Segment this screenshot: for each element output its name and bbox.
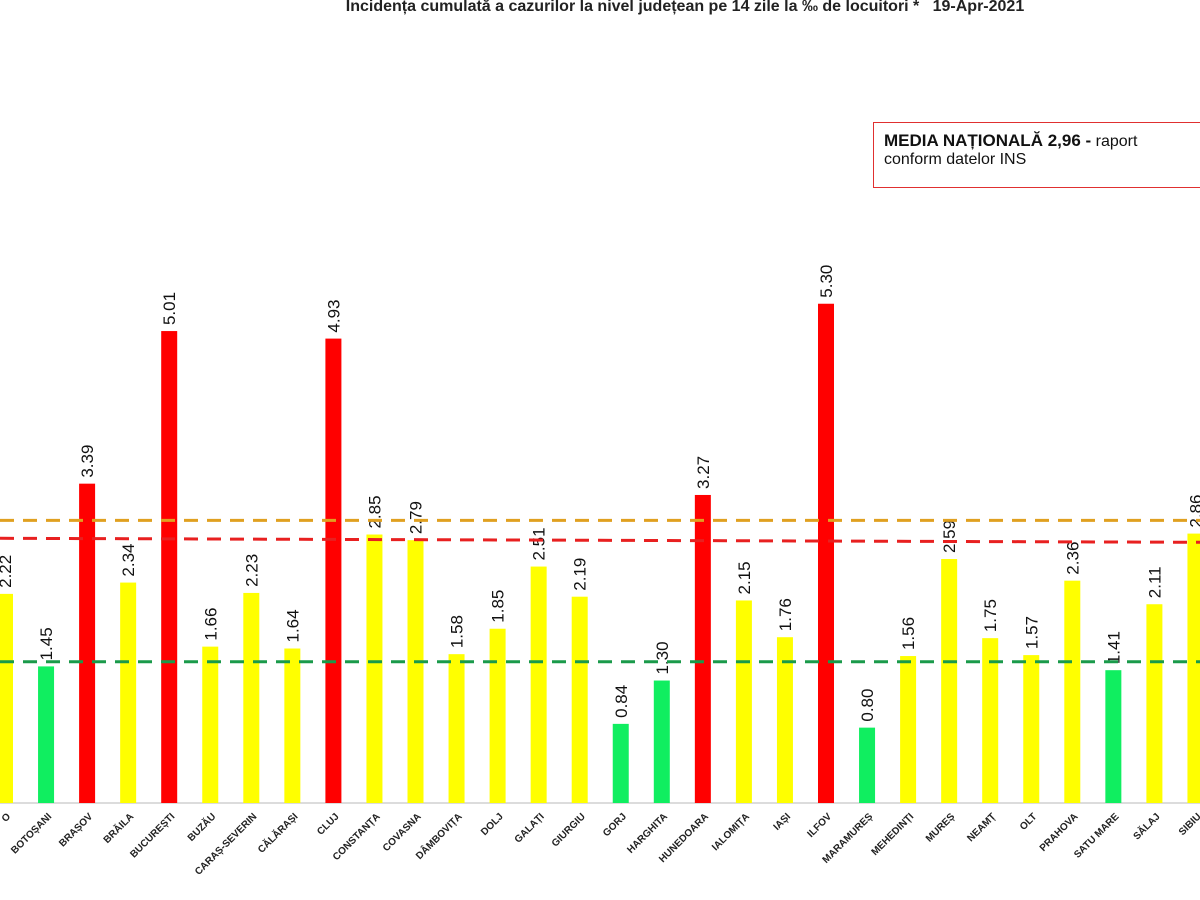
bar-iași [776,637,793,803]
category-label: SĂLAJ [1130,810,1162,842]
bar-ilfov [818,303,834,803]
value-label: 4.93 [324,300,343,333]
value-label: 3.27 [694,456,713,489]
bar-bucurești [161,331,178,803]
value-label: 1.45 [37,627,56,660]
category-label: HARGHITA [625,811,670,856]
bar-neamț [982,638,999,803]
value-label: 1.30 [653,641,672,674]
value-label: 2.15 [735,561,754,594]
category-label: SIBIU [1177,811,1200,838]
value-label: 5.30 [817,265,836,298]
chart-title: Incidența cumulată a cazurilor la nivel … [345,0,1025,15]
category-label: BRĂILA [100,810,136,846]
value-label: 2.51 [530,527,549,560]
value-label: 0.84 [612,685,631,718]
bar-buzău [202,646,219,803]
value-label: 1.41 [1104,631,1123,664]
category-label: MEHEDINȚI [870,811,917,858]
category-label: BRAȘOV [57,811,95,849]
bar-gorj [612,723,629,803]
value-label: 1.56 [899,617,918,650]
value-label: 5.01 [160,292,179,325]
value-label: 2.34 [119,543,138,576]
category-label: NEAMȚ [965,811,998,844]
national-average-note: MEDIA NAȚIONALĂ 2,96 - raport conform da… [873,122,1200,188]
bar-constanța [366,534,383,803]
category-label: BUZĂU [184,810,218,844]
bar-cluj [325,338,342,803]
reference-line-national-line [0,536,1200,544]
value-label: 1.85 [489,590,508,623]
category-label: IAȘI [772,811,794,833]
note-rest-text: raport [1091,133,1138,150]
bar-o [0,593,13,803]
bar-călărași [284,648,301,803]
value-label: 2.85 [365,495,384,528]
category-label: CLUJ [315,811,341,837]
category-label: IALOMIȚA [710,811,752,853]
category-label: DOLJ [479,811,506,838]
bar-harghita [653,680,670,803]
bar-mureș [941,559,958,803]
bar-brașov [79,483,96,803]
bar-sibiu [1187,533,1200,803]
category-label: ILFOV [806,811,835,840]
bar-mehedinți [900,656,917,803]
value-label: 1.64 [283,609,302,642]
category-label: CĂLĂRAȘI [255,810,301,856]
value-label: 1.75 [981,599,1000,632]
category-label: COVASNA [381,811,424,854]
bar-prahova [1064,580,1081,803]
value-label: 1.76 [776,598,795,631]
value-label: 1.58 [448,615,467,648]
category-label: GORJ [601,811,629,839]
bar-sălaj [1146,604,1163,803]
bar-olt [1023,655,1040,803]
category-label: MUREȘ [924,811,958,845]
category-label: O [0,811,13,824]
bar-galați [530,566,547,803]
value-label: 1.66 [201,608,220,641]
bar-botoșani [38,666,55,803]
value-label: 2.11 [1145,566,1164,598]
bar-maramureș [859,727,876,803]
value-label: 2.79 [407,501,426,534]
value-label: 3.39 [78,445,97,478]
bar-hunedoara [694,494,711,803]
note-line2: conform datelor INS [884,151,1027,168]
value-label: 2.86 [1186,494,1200,527]
category-label: OLT [1018,811,1039,832]
value-label: 2.23 [242,554,261,587]
value-label: 2.22 [0,555,15,588]
category-label: PRAHOVA [1038,811,1081,854]
value-label: 0.80 [858,689,877,722]
value-label: 2.36 [1063,542,1082,575]
note-bold-text: MEDIA NAȚIONALĂ 2,96 - [884,131,1092,150]
value-label: 2.59 [940,520,959,553]
value-label: 2.19 [571,558,590,591]
category-label: GALAȚI [513,811,547,845]
category-label: GIURGIU [550,811,588,849]
bar-ialomița [735,600,752,803]
bar-dolj [489,628,506,803]
bar-covasna [407,540,424,803]
bar-caraș-severin [243,592,260,803]
bar-brăila [120,582,137,803]
category-label: BOTOȘANI [9,811,54,856]
bar-giurgiu [571,596,588,803]
value-label: 1.57 [1022,616,1041,649]
bar-satu mare [1105,670,1122,803]
bar-dâmbovița [448,654,465,803]
